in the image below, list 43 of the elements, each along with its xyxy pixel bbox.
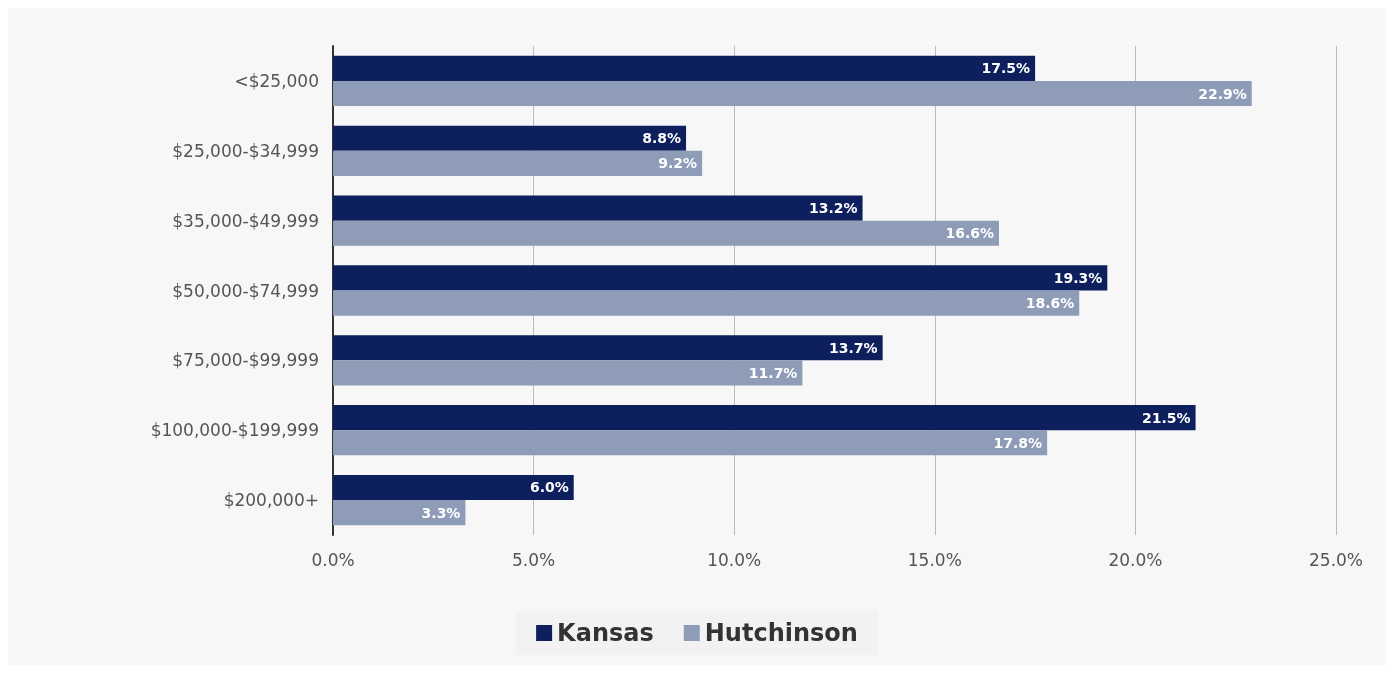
bar [333,55,1036,81]
data-label: 18.6% [1025,295,1075,312]
data-label: 21.5% [1142,409,1191,426]
x-tick-label: 0.0% [311,549,355,570]
bar [333,265,1108,291]
y-tick-label: $35,000-$49,999 [172,210,319,231]
y-tick-label: $200,000+ [223,490,319,511]
data-label: 22.9% [1198,85,1247,102]
bar [333,335,883,361]
bar [333,150,703,176]
data-label: 17.5% [981,60,1031,77]
bar [333,220,999,246]
data-label: 13.2% [809,200,858,217]
bar [333,405,1196,431]
bar [333,430,1048,456]
bar [333,360,803,386]
data-label: 6.0% [529,479,569,496]
y-tick-label: $75,000-$99,999 [172,350,319,371]
x-tick-label: 15.0% [907,549,962,570]
legend-label: Kansas [557,619,654,647]
y-tick-label: <$25,000 [234,70,319,91]
bar [333,500,466,526]
data-label: 16.6% [945,225,994,242]
y-tick-label: $25,000-$34,999 [172,140,319,161]
y-tick-label: $100,000-$199,999 [150,420,319,441]
x-tick-label: 20.0% [1108,549,1163,570]
data-label: 17.8% [993,434,1043,451]
data-label: 9.2% [658,155,698,172]
legend-label: Hutchinson [704,619,858,647]
x-tick-label: 5.0% [512,549,556,570]
data-label: 11.7% [748,364,798,381]
data-label: 13.7% [829,339,878,356]
data-label: 8.8% [642,130,682,147]
bar [333,80,1252,107]
bar [333,290,1080,316]
y-tick-label: $50,000-$74,999 [172,280,319,301]
bar [333,195,863,221]
bar [333,125,687,151]
x-tick-label: 10.0% [707,549,762,570]
x-tick-label: 25.0% [1308,549,1364,570]
data-label: 3.3% [421,504,461,521]
bar [333,474,574,501]
data-label: 19.3% [1053,269,1103,286]
